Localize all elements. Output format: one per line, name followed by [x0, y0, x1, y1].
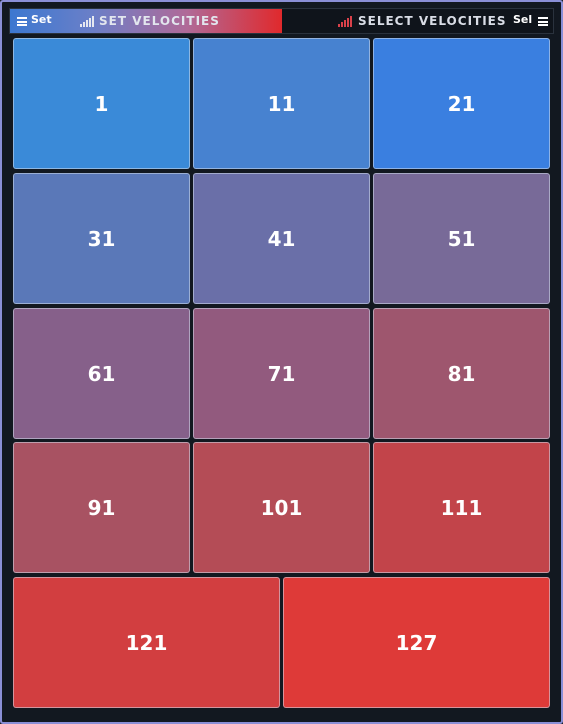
set-short-label: Set: [31, 13, 52, 26]
velocity-pad[interactable]: 11: [193, 38, 370, 169]
pad-label: 111: [440, 495, 483, 520]
menu-icon[interactable]: [17, 17, 27, 26]
pad-label: 1: [94, 91, 109, 116]
velocity-pad[interactable]: 111: [373, 442, 550, 573]
velocity-pad[interactable]: 121: [13, 577, 280, 708]
pad-label: 51: [447, 226, 476, 251]
set-velocities-title: SET VELOCITIES: [99, 14, 220, 28]
velocity-pad[interactable]: 1: [13, 38, 190, 169]
pad-label: 31: [87, 226, 116, 251]
velocity-pad[interactable]: 51: [373, 173, 550, 304]
velocity-pad[interactable]: 91: [13, 442, 190, 573]
menu-icon[interactable]: [538, 17, 548, 26]
pad-label: 71: [267, 361, 296, 386]
tab-set-velocities[interactable]: Set SET VELOCITIES: [10, 9, 282, 33]
pad-label: 81: [447, 361, 476, 386]
select-velocities-title: SELECT VELOCITIES: [358, 14, 507, 28]
pad-label: 11: [267, 91, 296, 116]
velocity-pad[interactable]: 41: [193, 173, 370, 304]
select-short-label: Sel: [513, 13, 533, 26]
velocity-pad[interactable]: 71: [193, 308, 370, 439]
pad-label: 61: [87, 361, 116, 386]
velocity-pad[interactable]: 31: [13, 173, 190, 304]
signal-bars-icon: [80, 15, 94, 27]
pad-label: 21: [447, 91, 476, 116]
pad-label: 101: [260, 495, 303, 520]
pad-label: 91: [87, 495, 116, 520]
header-bar: Set SET VELOCITIES SELECT VELOCITIES Sel: [9, 8, 554, 34]
velocity-pad[interactable]: 81: [373, 308, 550, 439]
velocity-pad[interactable]: 101: [193, 442, 370, 573]
tab-select-velocities[interactable]: SELECT VELOCITIES Sel: [282, 9, 553, 33]
signal-bars-icon: [338, 15, 352, 27]
velocity-pad[interactable]: 21: [373, 38, 550, 169]
velocity-pad-grid: 1 11 21 31 41 51 61 71 81 91 101 111 121…: [13, 38, 551, 710]
pad-label: 127: [395, 630, 438, 655]
velocity-pad[interactable]: 127: [283, 577, 550, 708]
pad-label: 41: [267, 226, 296, 251]
pad-label: 121: [125, 630, 168, 655]
velocity-pad[interactable]: 61: [13, 308, 190, 439]
